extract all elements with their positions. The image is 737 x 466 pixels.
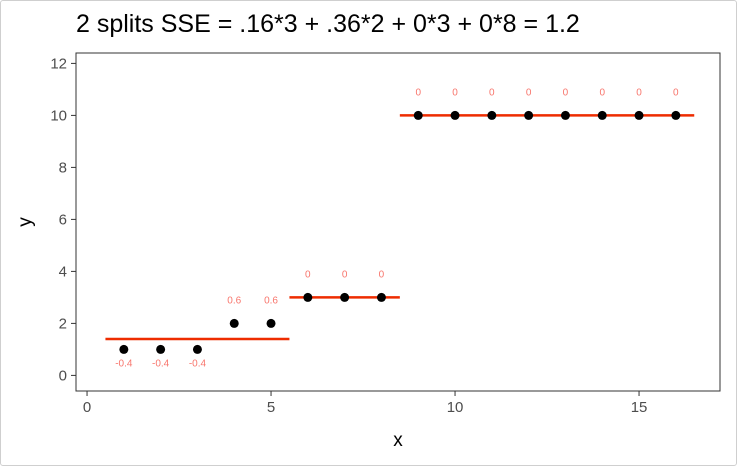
data-point [192, 344, 202, 354]
residual-label: 0 [673, 87, 679, 98]
data-point [524, 110, 534, 120]
y-tick-label: 2 [59, 315, 67, 332]
data-point [340, 292, 350, 302]
y-axis-title: y [15, 217, 36, 227]
data-points [119, 110, 681, 354]
y-tick-label: 4 [59, 263, 67, 280]
data-point [671, 110, 681, 120]
y-tick-label: 12 [50, 55, 67, 72]
y-tick-label: 8 [59, 159, 67, 176]
data-point [634, 110, 644, 120]
x-tick-label: 15 [631, 399, 648, 416]
residual-label: 0 [563, 87, 569, 98]
residual-label: 0 [342, 269, 348, 280]
x-axis-ticks: 0 5 10 15 [83, 391, 648, 416]
residual-label: 0 [452, 87, 458, 98]
data-point [119, 344, 129, 354]
residual-label: -0.4 [115, 358, 133, 369]
data-point [597, 110, 607, 120]
residual-label: 0 [636, 87, 642, 98]
x-tick-label: 0 [83, 399, 91, 416]
data-point [450, 110, 460, 120]
residual-label: -0.4 [189, 358, 207, 369]
data-point [376, 292, 386, 302]
residual-label: 0 [489, 87, 495, 98]
x-axis-title: x [393, 430, 403, 451]
residual-label: 0.6 [227, 295, 241, 306]
data-point [487, 110, 497, 120]
residual-label: 0.6 [264, 295, 278, 306]
residual-label: 0 [526, 87, 532, 98]
residual-label: 0 [415, 87, 421, 98]
y-tick-label: 0 [59, 367, 67, 384]
residual-label: 0 [599, 87, 605, 98]
y-tick-label: 10 [50, 107, 67, 124]
residual-label: 0 [379, 269, 385, 280]
x-tick-label: 10 [447, 399, 464, 416]
chart-title: 2 splits SSE = .16*3 + .36*2 + 0*3 + 0*8… [76, 10, 580, 38]
data-point [156, 344, 166, 354]
residual-label: 0 [305, 269, 311, 280]
data-point [560, 110, 570, 120]
data-point [303, 292, 313, 302]
residual-labels: -0.4 -0.4 -0.4 0.6 0.6 0 0 0 0 0 0 0 0 0 0 0 [115, 87, 679, 369]
data-point [266, 318, 276, 328]
residual-label: -0.4 [152, 358, 170, 369]
data-point [413, 110, 423, 120]
y-axis-ticks: 0 2 4 6 8 10 12 [50, 55, 76, 384]
y-tick-label: 6 [59, 211, 67, 228]
data-point [229, 318, 239, 328]
plot-panel [75, 52, 721, 392]
x-tick-label: 5 [267, 399, 275, 416]
